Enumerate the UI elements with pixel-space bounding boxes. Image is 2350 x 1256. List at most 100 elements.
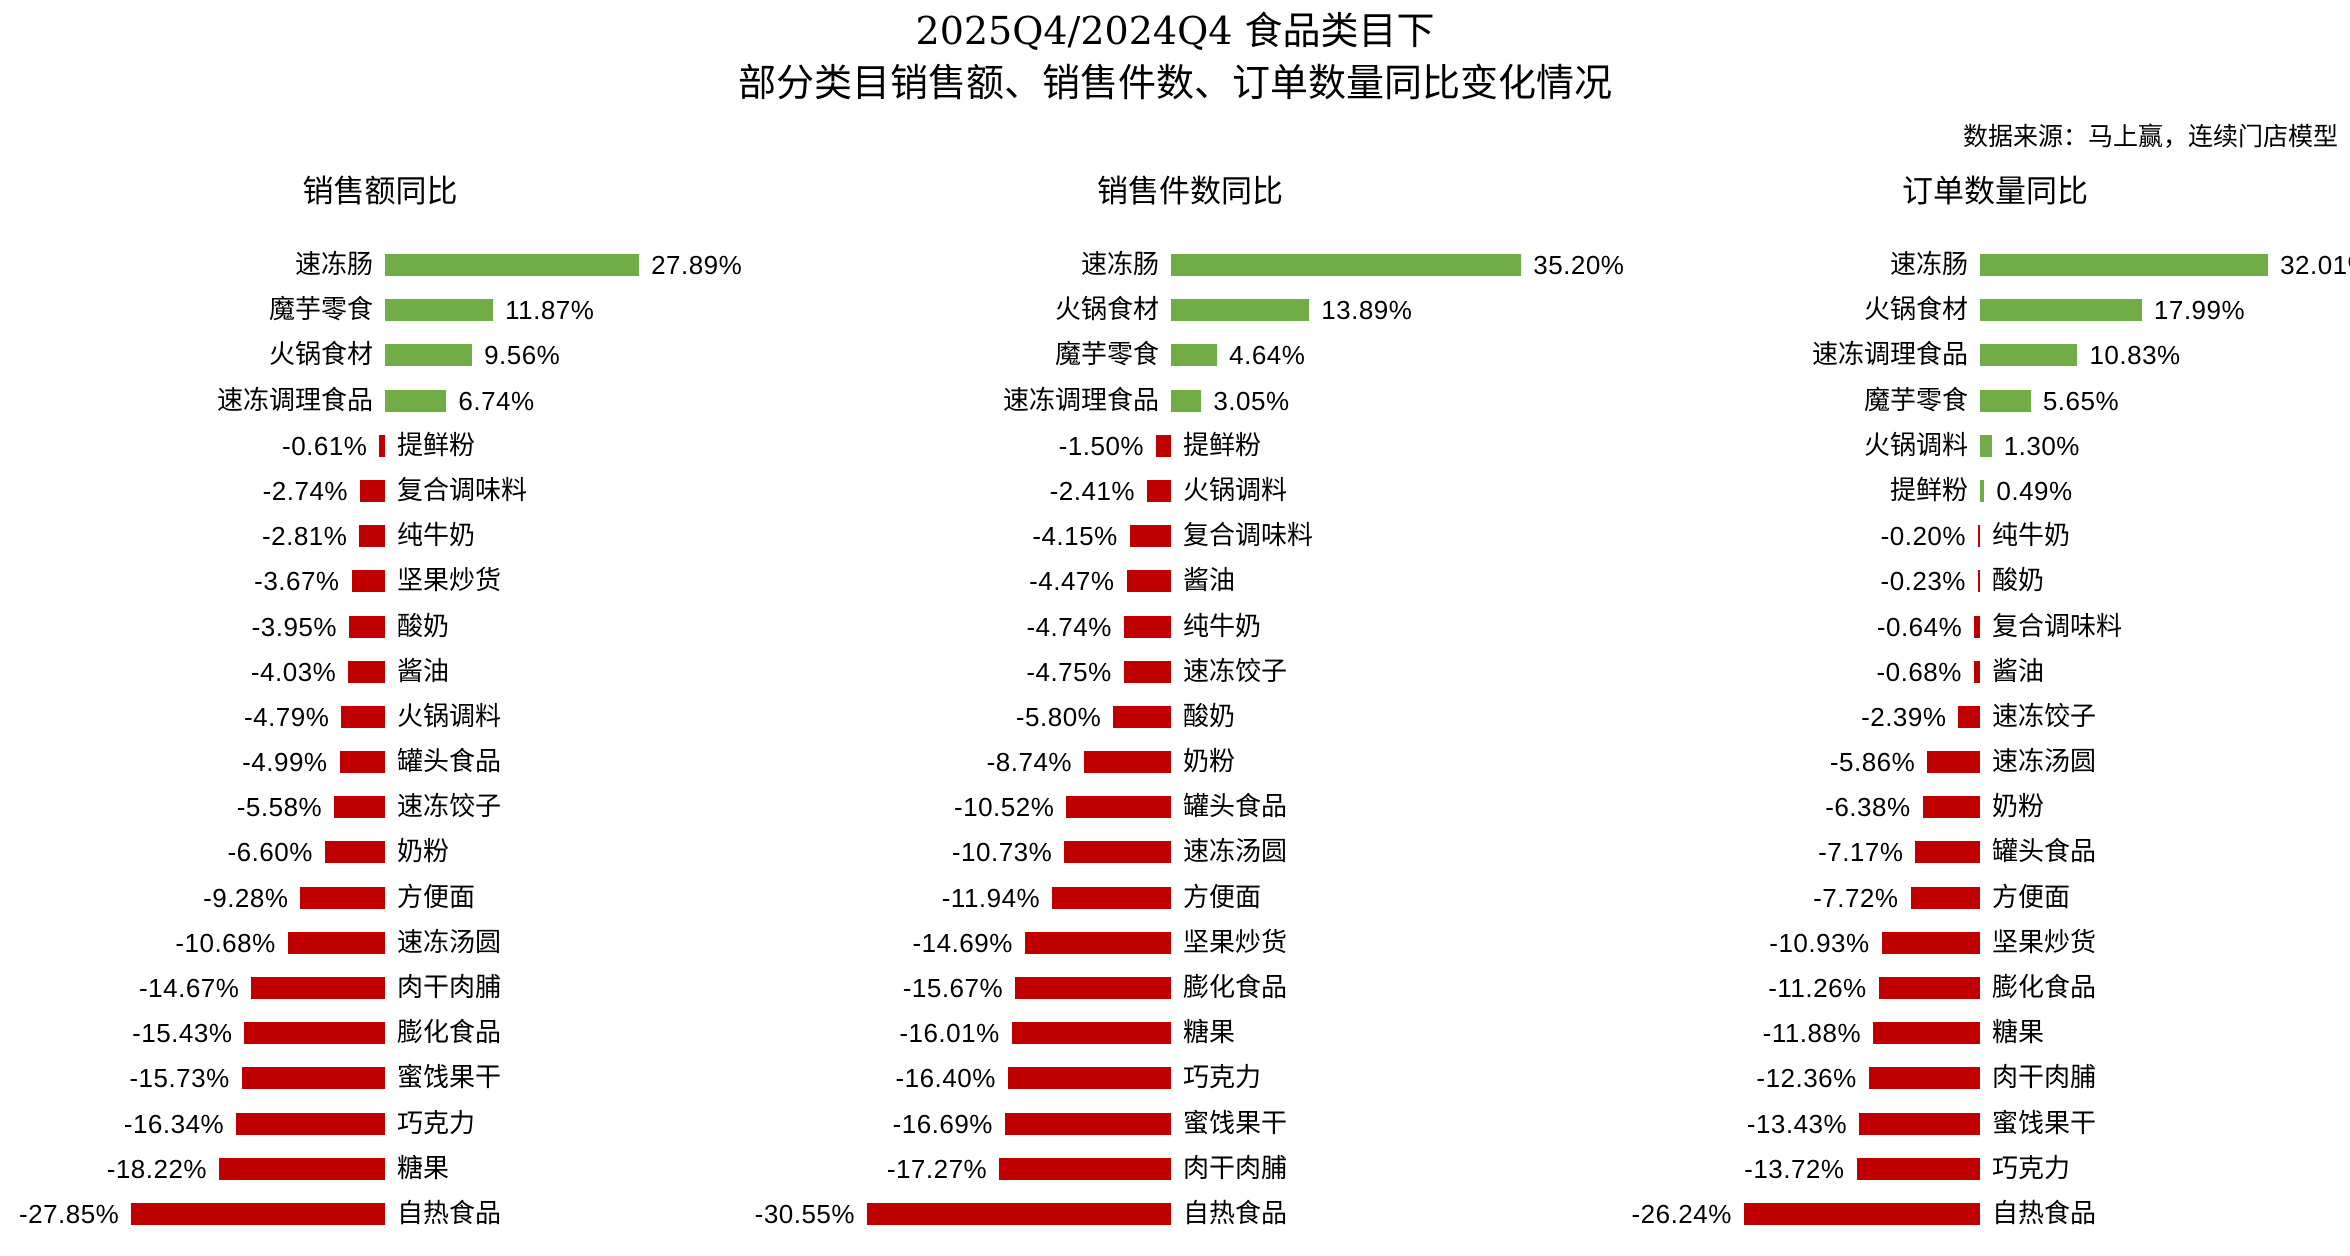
bar-category-label: 速冻肠 bbox=[294, 250, 373, 280]
bar-value-label: 13.89% bbox=[1321, 295, 1413, 326]
bar bbox=[1015, 977, 1171, 1000]
bar-category-label: 速冻饺子 bbox=[397, 792, 502, 823]
bar-value-label: -2.41% bbox=[1049, 475, 1136, 506]
bar bbox=[1171, 389, 1202, 412]
bar bbox=[241, 1067, 385, 1090]
bar bbox=[1052, 886, 1171, 909]
bar-value-label: -26.24% bbox=[1631, 1198, 1732, 1229]
bar-category-label: 纯牛奶 bbox=[397, 521, 476, 552]
bar-value-label: -12.36% bbox=[1756, 1063, 1857, 1094]
bar-value-label: -18.22% bbox=[106, 1153, 208, 1184]
bar bbox=[385, 299, 494, 322]
bar bbox=[1147, 479, 1171, 502]
bar-category-label: 巧克力 bbox=[1183, 1063, 1262, 1094]
bar-category-label: 速冻肠 bbox=[1080, 250, 1159, 280]
bar bbox=[236, 1112, 385, 1135]
panel-title-1: 销售额同比 bbox=[302, 174, 458, 210]
bar-value-label: 3.05% bbox=[1213, 385, 1290, 416]
panel-title-3: 订单数量同比 bbox=[1902, 174, 2088, 210]
bar bbox=[1156, 434, 1171, 457]
bar bbox=[1973, 660, 1980, 683]
bar bbox=[1066, 796, 1171, 819]
bar bbox=[1123, 660, 1171, 683]
bar-value-label: -0.68% bbox=[1876, 656, 1962, 687]
bar bbox=[219, 1157, 385, 1180]
bar bbox=[867, 1202, 1171, 1225]
bar bbox=[300, 886, 385, 909]
bar-category-label: 速冻饺子 bbox=[1992, 701, 2097, 732]
bar-value-label: -16.34% bbox=[123, 1108, 225, 1139]
bar-category-label: 肉干肉脯 bbox=[397, 973, 502, 1004]
bar-category-label: 火锅调料 bbox=[1183, 475, 1288, 506]
bar-value-label: -2.39% bbox=[1861, 701, 1947, 732]
bar-value-label: -10.68% bbox=[175, 927, 276, 958]
bar bbox=[1011, 1022, 1171, 1045]
bar-value-label: -5.58% bbox=[236, 792, 323, 823]
bar-value-label: 0.49% bbox=[1996, 475, 2073, 506]
bar-value-label: -2.74% bbox=[262, 475, 349, 506]
bar bbox=[334, 796, 385, 819]
bar bbox=[1856, 1157, 1980, 1180]
bar bbox=[351, 570, 385, 593]
bar bbox=[1881, 931, 1980, 954]
bar-category-label: 纯牛奶 bbox=[1183, 611, 1262, 642]
bar bbox=[1868, 1067, 1980, 1090]
bar-category-label: 速冻汤圆 bbox=[1183, 837, 1288, 868]
bar-category-label: 膨化食品 bbox=[1992, 973, 2097, 1004]
bar bbox=[349, 615, 385, 638]
bar bbox=[379, 434, 385, 457]
bar-category-label: 奶粉 bbox=[1992, 792, 2045, 823]
bar-category-label: 酸奶 bbox=[1992, 566, 2045, 597]
bar-category-label: 罐头食品 bbox=[397, 747, 502, 778]
bar bbox=[1123, 615, 1171, 638]
bar bbox=[1024, 931, 1171, 954]
bar bbox=[1743, 1202, 1980, 1225]
bar-value-label: -3.67% bbox=[254, 566, 340, 597]
bar bbox=[1958, 705, 1980, 728]
bar-value-label: 11.87% bbox=[505, 295, 595, 326]
bar-value-label: -3.95% bbox=[251, 611, 337, 642]
bar bbox=[360, 479, 385, 502]
bar bbox=[244, 1022, 385, 1045]
bar bbox=[1910, 886, 1980, 909]
bar-value-label: -2.81% bbox=[262, 521, 348, 552]
bar-value-label: -15.73% bbox=[129, 1063, 230, 1094]
bar-value-label: -6.60% bbox=[227, 837, 313, 868]
bar bbox=[1922, 796, 1980, 819]
bar-category-label: 酱油 bbox=[397, 656, 450, 687]
bar-category-label: 火锅食材 bbox=[1863, 295, 1968, 326]
bar-value-label: -14.67% bbox=[139, 973, 240, 1004]
bar-category-label: 酸奶 bbox=[1183, 701, 1236, 732]
bar-value-label: 6.74% bbox=[458, 385, 535, 416]
bar-category-label: 罐头食品 bbox=[1992, 837, 2097, 868]
bar-value-label: -6.38% bbox=[1825, 792, 1911, 823]
bar-category-label: 方便面 bbox=[1992, 882, 2071, 913]
bar-value-label: -30.55% bbox=[754, 1198, 856, 1229]
bar-category-label: 速冻汤圆 bbox=[397, 927, 502, 958]
bar-value-label: -15.43% bbox=[132, 1018, 233, 1049]
bar-category-label: 复合调味料 bbox=[1183, 521, 1314, 552]
bar-category-label: 膨化食品 bbox=[1183, 973, 1288, 1004]
bar-category-label: 火锅调料 bbox=[397, 701, 502, 732]
bar-category-label: 罐头食品 bbox=[1183, 792, 1288, 823]
bar-value-label: 17.99% bbox=[2153, 295, 2246, 326]
bar-category-label: 提鲜粉 bbox=[1183, 430, 1262, 461]
bar bbox=[1927, 751, 1980, 774]
source-note: 数据来源：马上赢，连续门店模型 bbox=[1962, 122, 2338, 151]
bar bbox=[1113, 705, 1171, 728]
bar-category-label: 自热食品 bbox=[1992, 1198, 2097, 1229]
bar-category-label: 糖果 bbox=[1992, 1018, 2045, 1049]
bar-value-label: -10.93% bbox=[1769, 927, 1870, 958]
bar-value-label: -0.20% bbox=[1880, 521, 1966, 552]
bar-category-label: 奶粉 bbox=[1183, 747, 1236, 778]
bar bbox=[385, 254, 640, 276]
bar bbox=[1980, 299, 2142, 322]
bar-value-label: -14.69% bbox=[912, 927, 1013, 958]
bar-value-label: -17.27% bbox=[886, 1153, 988, 1184]
bar-value-label: 35.20% bbox=[1533, 250, 1625, 280]
bar-value-label: -13.72% bbox=[1744, 1153, 1845, 1184]
bar bbox=[1980, 479, 1985, 502]
bar-category-label: 速冻饺子 bbox=[1183, 656, 1288, 687]
bar bbox=[324, 841, 385, 864]
bar-value-label: -5.80% bbox=[1015, 701, 1102, 732]
